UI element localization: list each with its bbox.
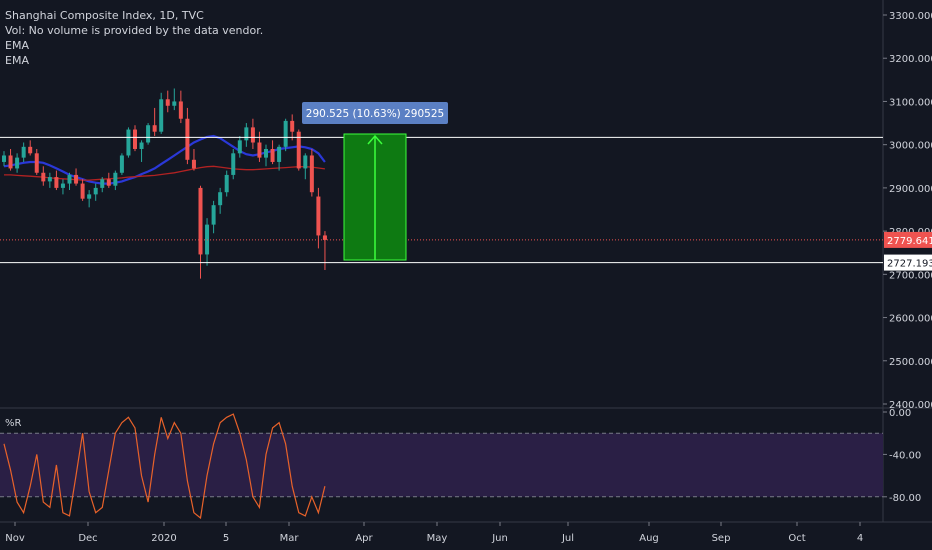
price-tick-label: 2400.000 <box>889 400 932 411</box>
candle-body <box>290 120 295 132</box>
candle-body <box>257 142 262 158</box>
chart-legend: Shanghai Composite Index, 1D, TVC Vol: N… <box>5 8 263 68</box>
time-tick-label: Mar <box>280 533 300 544</box>
price-tick-label: 3100.000 <box>889 97 932 108</box>
candle-body <box>113 172 118 186</box>
price-tick-label: 2500.000 <box>889 357 932 368</box>
candle-body <box>74 174 79 184</box>
candle-body <box>93 187 98 195</box>
candle-body <box>2 155 6 162</box>
time-tick-label: May <box>427 533 448 544</box>
time-tick-label: Dec <box>78 533 97 544</box>
current-price-label: 2779.641 <box>887 236 932 247</box>
candle-body <box>218 192 223 206</box>
candle-body <box>178 101 183 119</box>
candle-body <box>47 177 52 182</box>
wr-tick-label: 0.00 <box>889 408 911 419</box>
candle-body <box>316 196 321 236</box>
candle-body <box>67 174 72 184</box>
candle-body <box>106 179 111 186</box>
candle-body <box>237 140 242 154</box>
candle-body <box>231 153 236 175</box>
candle-body <box>28 146 33 154</box>
candle-body <box>15 157 20 169</box>
time-tick-label: Apr <box>355 533 373 544</box>
wr-tick-label: -80.00 <box>889 493 921 504</box>
candle-body <box>146 125 151 143</box>
candle-body <box>224 174 229 193</box>
candle-body <box>152 125 157 132</box>
price-axis[interactable]: 3300.000 3200.000 3100.000 3000.000 2900.000… <box>883 11 932 504</box>
time-axis[interactable]: Nov Dec 2020 5 Mar Apr May Jun Jul Aug Sep Oct 4 <box>5 522 863 544</box>
wr-line <box>3 413 326 520</box>
williams-r-label[interactable]: %R <box>5 418 22 429</box>
candle-body <box>322 235 327 240</box>
measure-label: 290.525 (10.63%) 290525 <box>306 108 444 120</box>
price-tick-label: 2600.000 <box>889 314 932 325</box>
lower-level-badge <box>884 254 932 271</box>
volume-note: Vol: No volume is provided by the data v… <box>5 24 264 37</box>
lower-level-label: 2727.193 <box>887 259 932 270</box>
candle-body <box>54 177 59 188</box>
price-tick-label: 2900.000 <box>889 184 932 195</box>
measure-label-box <box>302 102 448 124</box>
time-tick-label: 5 <box>223 533 229 544</box>
candle-body <box>211 205 216 225</box>
measure-arrow-head <box>367 134 383 145</box>
williams-r-pane <box>0 413 883 520</box>
candle-body <box>185 118 190 160</box>
candle-body <box>191 159 196 169</box>
price-tick-label: 3000.000 <box>889 141 932 152</box>
candle-body <box>126 129 131 156</box>
current-price-badge <box>884 231 932 248</box>
wr-band-fill <box>0 433 883 497</box>
candle-body <box>172 101 177 106</box>
candle-body <box>198 187 203 255</box>
candle-body <box>41 172 46 182</box>
candle-body <box>309 155 314 193</box>
price-tick-label: 3200.000 <box>889 54 932 65</box>
candle-body <box>270 148 275 162</box>
candle-body <box>296 131 301 169</box>
candle-body <box>100 179 105 188</box>
level-lines <box>0 136 883 264</box>
candle-body <box>119 155 124 173</box>
candle-body <box>139 142 144 149</box>
measure-tool[interactable]: 290.525 (10.63%) 290525 <box>302 102 448 261</box>
candle-body <box>250 127 255 143</box>
candle-body <box>277 146 282 162</box>
time-tick-label: 2020 <box>151 533 176 544</box>
candle-body <box>283 120 288 147</box>
candle-body <box>244 127 249 141</box>
time-tick-label: Oct <box>788 533 805 544</box>
price-tick-label: 3300.000 <box>889 11 932 22</box>
candle-body <box>165 99 170 106</box>
time-tick-label: 4 <box>857 533 863 544</box>
time-tick-label: Nov <box>5 533 25 544</box>
candle-body <box>80 183 85 199</box>
ema-legend-2[interactable]: EMA <box>5 54 29 67</box>
wr-tick-label: -40.00 <box>889 450 921 461</box>
price-tick-label: 2700.000 <box>889 270 932 281</box>
time-tick-label: Jun <box>491 533 508 544</box>
candle-body <box>87 194 92 199</box>
symbol-title[interactable]: Shanghai Composite Index, 1D, TVC <box>5 9 204 22</box>
candle-body <box>60 183 65 188</box>
ema-legend-1[interactable]: EMA <box>5 39 29 52</box>
time-tick-label: Aug <box>639 533 659 544</box>
candle-body <box>8 155 13 169</box>
candle-body <box>264 148 268 158</box>
candle-body <box>21 146 26 158</box>
time-tick-label: Sep <box>712 533 731 544</box>
candle-body <box>303 155 308 169</box>
candle-body <box>133 129 137 149</box>
time-tick-label: Jul <box>561 533 574 544</box>
candle-body <box>34 153 39 173</box>
candle-body <box>159 99 164 132</box>
